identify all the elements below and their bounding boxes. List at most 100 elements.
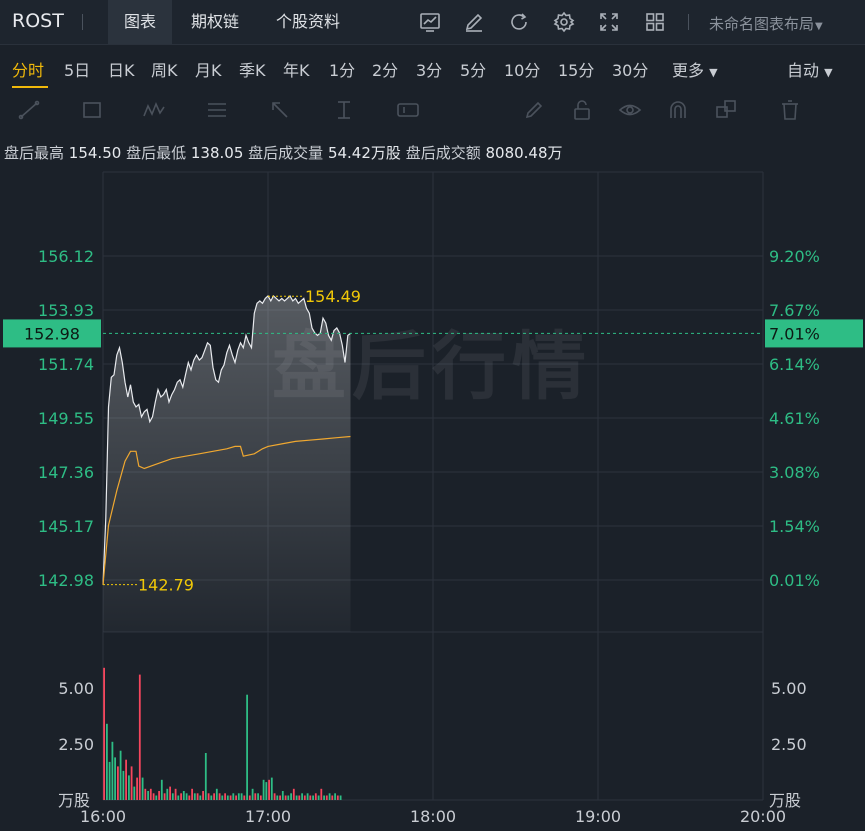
volume-bar xyxy=(270,777,273,800)
volume-bar xyxy=(138,674,141,800)
measure-icon[interactable] xyxy=(332,98,356,122)
period-day-k[interactable]: 日K xyxy=(108,61,135,80)
volume-bar xyxy=(130,766,133,800)
volume-bar xyxy=(191,788,193,800)
volume-unit-label: 万股 xyxy=(58,791,90,810)
after-hours-stats: 盘后最高 154.50 盘后最低 138.05 盘后成交量 54.42万股 盘后… xyxy=(4,142,563,163)
caret-down-icon: ▼ xyxy=(815,21,823,32)
tab-chart[interactable]: 图表 xyxy=(108,0,172,44)
volume-bar xyxy=(119,750,122,800)
lock-icon[interactable] xyxy=(570,98,594,122)
average-price-line xyxy=(102,435,351,585)
volume-bar xyxy=(328,793,331,800)
volume-bar xyxy=(141,777,144,800)
volume-bar xyxy=(207,793,210,800)
price-tick-label: 156.12 xyxy=(38,247,94,266)
fib-icon[interactable] xyxy=(205,98,229,122)
volume-bar xyxy=(290,793,292,800)
indicator-icon[interactable] xyxy=(419,11,441,33)
volume-bar xyxy=(108,761,111,800)
period-5min[interactable]: 5分 xyxy=(460,61,487,80)
volume-bar xyxy=(309,795,312,800)
top-bar: ROST 图表 期权链 个股资料 未命名图表布局▼ xyxy=(0,0,865,45)
current-price-value: 152.98 xyxy=(24,324,80,343)
fullscreen-icon[interactable] xyxy=(598,11,620,33)
eye-icon[interactable] xyxy=(618,98,642,122)
tab-options-chain[interactable]: 期权链 xyxy=(190,12,239,31)
refresh-icon[interactable] xyxy=(508,11,530,33)
period-more[interactable]: 更多 ▼ xyxy=(672,57,718,81)
rectangle-icon[interactable] xyxy=(80,98,104,122)
current-pct-badge xyxy=(765,319,863,348)
magnet-icon[interactable] xyxy=(666,98,690,122)
volume-bar xyxy=(262,779,265,800)
text-icon[interactable] xyxy=(396,98,420,122)
auto-scale-selector[interactable]: 自动 ▼ xyxy=(787,57,833,81)
volume-bar xyxy=(273,793,276,800)
volume-bar xyxy=(144,788,147,800)
period-10min[interactable]: 10分 xyxy=(504,61,541,80)
grid-layout-icon[interactable] xyxy=(644,11,666,33)
period-week-k[interactable]: 周K xyxy=(151,61,178,80)
price-tick-label: 153.93 xyxy=(38,301,94,320)
volume-bar xyxy=(339,795,342,800)
tab-company-profile[interactable]: 个股资料 xyxy=(275,12,340,31)
price-line xyxy=(102,294,351,585)
clone-icon[interactable] xyxy=(714,98,738,122)
period-15min[interactable]: 15分 xyxy=(558,61,595,80)
high-marker-label: 154.49 xyxy=(305,287,361,306)
volume-bar xyxy=(218,793,221,800)
volume-bar xyxy=(246,694,248,800)
pattern-icon[interactable] xyxy=(142,98,166,122)
period-5day[interactable]: 5日 xyxy=(64,61,91,80)
volume-bar xyxy=(226,795,229,800)
volume-bar xyxy=(210,795,213,800)
settings-icon[interactable] xyxy=(553,11,575,33)
volume-bar xyxy=(221,795,224,800)
volume-tick-label: 5.00 xyxy=(58,679,94,698)
pen-icon[interactable] xyxy=(522,98,546,122)
volume-bar xyxy=(276,795,279,800)
price-tick-label: 145.17 xyxy=(38,517,94,536)
price-tick-label: 149.55 xyxy=(38,409,94,428)
volume-bar xyxy=(174,788,177,800)
period-month-k[interactable]: 月K xyxy=(195,61,222,80)
stat-high-value: 154.50 xyxy=(68,144,122,162)
volume-bar xyxy=(336,795,339,800)
ticker-symbol: ROST xyxy=(12,10,64,32)
x-tick-label: 16:00 xyxy=(80,807,126,826)
period-30min[interactable]: 30分 xyxy=(612,61,649,80)
period-intraday[interactable]: 分时 xyxy=(12,61,45,80)
trend-line-icon[interactable] xyxy=(18,98,42,122)
draw-icon[interactable] xyxy=(463,11,485,33)
volume-bar xyxy=(117,766,119,800)
volume-tick-label: 2.50 xyxy=(771,735,807,754)
volume-bar xyxy=(128,775,130,800)
pct-tick-label: 6.14% xyxy=(769,355,820,374)
period-quarter-k[interactable]: 季K xyxy=(239,61,266,80)
volume-bar xyxy=(152,793,155,800)
volume-unit-label: 万股 xyxy=(769,791,801,810)
period-2min[interactable]: 2分 xyxy=(372,61,399,80)
volume-bar xyxy=(122,770,125,800)
volume-bar xyxy=(180,793,182,800)
volume-bar xyxy=(306,793,309,800)
period-3min[interactable]: 3分 xyxy=(416,61,443,80)
arrow-icon[interactable] xyxy=(268,98,292,122)
current-pct-value: 7.01% xyxy=(769,324,820,343)
stat-volume-value: 54.42万股 xyxy=(327,144,401,162)
period-year-k[interactable]: 年K xyxy=(283,61,310,80)
volume-bar xyxy=(295,795,298,800)
volume-bar xyxy=(279,795,281,800)
volume-bar xyxy=(196,793,199,800)
volume-bar xyxy=(213,793,215,800)
volume-bar xyxy=(149,788,152,800)
volume-bar xyxy=(193,793,196,800)
trash-icon[interactable] xyxy=(778,98,802,122)
layout-selector[interactable]: 未命名图表布局▼ xyxy=(709,13,823,34)
period-1min[interactable]: 1分 xyxy=(329,61,356,80)
stat-amount-label: 盘后成交额 xyxy=(405,144,481,162)
volume-bar xyxy=(163,793,166,800)
volume-bar xyxy=(281,791,284,800)
